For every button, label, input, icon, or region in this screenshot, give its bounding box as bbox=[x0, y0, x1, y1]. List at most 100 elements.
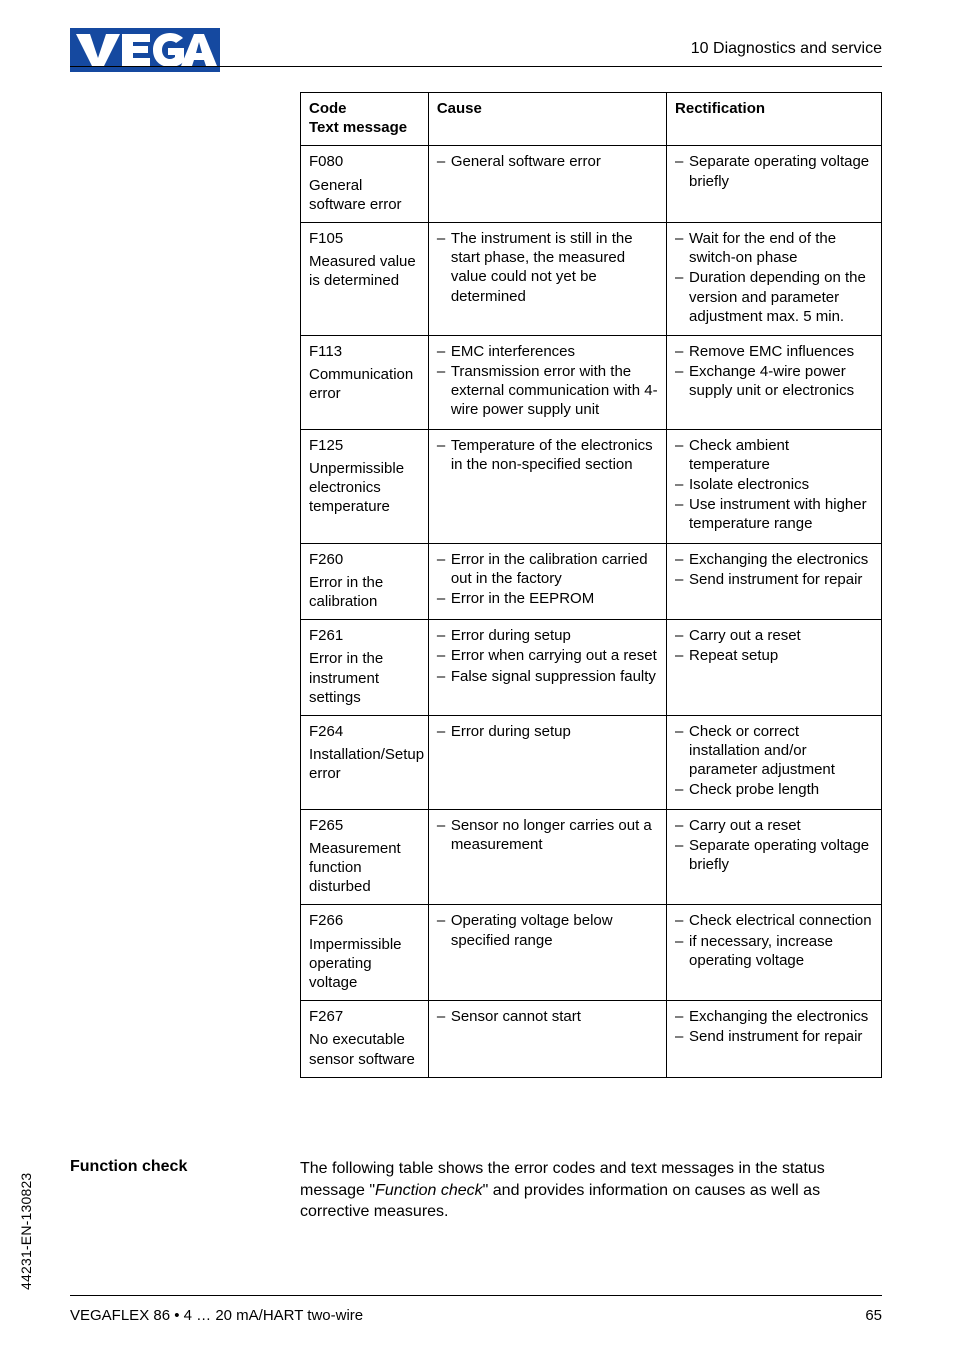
cell-cause: Sensor no longer carries out a measureme… bbox=[428, 809, 666, 905]
diagnostics-table: Code Text message Cause Rectification F0… bbox=[300, 92, 882, 1078]
code-text: Installation/Setup error bbox=[309, 745, 420, 783]
code-text: Error in the instrument settings bbox=[309, 649, 420, 707]
rect-list: Carry out a resetRepeat setup bbox=[675, 626, 873, 665]
list-item: Isolate electronics bbox=[675, 475, 873, 494]
cell-rectification: Separate operating voltage briefly bbox=[667, 146, 882, 223]
table-row: F113Communication errorEMC interferences… bbox=[301, 335, 882, 429]
code-number: F267 bbox=[309, 1007, 420, 1026]
cell-cause: The instrument is still in the start pha… bbox=[428, 222, 666, 335]
cell-rectification: Remove EMC influencesExchange 4-wire pow… bbox=[667, 335, 882, 429]
cause-list: The instrument is still in the start pha… bbox=[437, 229, 658, 306]
list-item: Use instrument with higher temperature r… bbox=[675, 495, 873, 533]
cell-rectification: Exchanging the electronicsSend instrumen… bbox=[667, 1001, 882, 1078]
rect-list: Check or correct installation and/or par… bbox=[675, 722, 873, 800]
list-item: Wait for the end of the switch-on phase bbox=[675, 229, 873, 267]
table-row: F125 Unpermissible electronics temperatur… bbox=[301, 429, 882, 543]
cell-code: F113Communication error bbox=[301, 335, 429, 429]
cell-rectification: Exchanging the electronicsSend instrumen… bbox=[667, 543, 882, 620]
rect-list: Remove EMC influencesExchange 4-wire pow… bbox=[675, 342, 873, 401]
code-text: No executable sensor software bbox=[309, 1030, 420, 1068]
rect-list: Check ambient temperatureIsolate electro… bbox=[675, 436, 873, 534]
table-row: F267 No executable sensor software Sensor … bbox=[301, 1001, 882, 1078]
list-item: Error in the calibration carried out in … bbox=[437, 550, 658, 588]
th-code-sub: Text message bbox=[309, 119, 407, 136]
code-text: Unpermissible electronics temperature bbox=[309, 459, 420, 517]
list-item: False signal suppression faulty bbox=[437, 667, 658, 686]
table-row: F264Installation/Setup error Error during… bbox=[301, 715, 882, 809]
list-item: Send instrument for repair bbox=[675, 1027, 873, 1046]
cell-cause: Error in the calibration carried out in … bbox=[428, 543, 666, 620]
cell-code: F261 Error in the instrument settings bbox=[301, 620, 429, 716]
table-row: F260Error in the calibrationError in the… bbox=[301, 543, 882, 620]
list-item: Check ambient temperature bbox=[675, 436, 873, 474]
list-item: Error in the EEPROM bbox=[437, 589, 658, 608]
cell-code: F264Installation/Setup error bbox=[301, 715, 429, 809]
footer-rule bbox=[70, 1295, 882, 1296]
content-area: Code Text message Cause Rectification F0… bbox=[300, 92, 882, 1078]
cell-rectification: Wait for the end of the switch-on phaseD… bbox=[667, 222, 882, 335]
cell-cause: Temperature of the electronics in the no… bbox=[428, 429, 666, 543]
cell-code: F265Measurement function disturbed bbox=[301, 809, 429, 905]
rect-list: Exchanging the electronicsSend instrumen… bbox=[675, 1007, 873, 1046]
code-number: F260 bbox=[309, 550, 420, 569]
table-row: F080General software errorGeneral softwa… bbox=[301, 146, 882, 223]
list-item: Error when carrying out a reset bbox=[437, 646, 658, 665]
code-text: Communication error bbox=[309, 365, 420, 403]
cell-code: F260Error in the calibration bbox=[301, 543, 429, 620]
th-cause: Cause bbox=[428, 93, 666, 146]
list-item: Separate operating voltage briefly bbox=[675, 152, 873, 190]
cell-cause: Sensor cannot start bbox=[428, 1001, 666, 1078]
cause-list: Sensor cannot start bbox=[437, 1007, 658, 1026]
list-item: Carry out a reset bbox=[675, 816, 873, 835]
list-item: Sensor no longer carries out a measureme… bbox=[437, 816, 658, 854]
th-code-label: Code bbox=[309, 100, 347, 117]
list-item: Carry out a reset bbox=[675, 626, 873, 645]
code-number: F105 bbox=[309, 229, 420, 248]
cell-cause: EMC interferencesTransmission error with… bbox=[428, 335, 666, 429]
rect-list: Carry out a resetSeparate operating volt… bbox=[675, 816, 873, 875]
cell-code: F080General software error bbox=[301, 146, 429, 223]
rect-list: Check electrical connection if necessary,… bbox=[675, 911, 873, 970]
rect-list: Separate operating voltage briefly bbox=[675, 152, 873, 190]
cell-rectification: Check ambient temperatureIsolate electro… bbox=[667, 429, 882, 543]
list-item: Send instrument for repair bbox=[675, 570, 873, 589]
cause-list: Temperature of the electronics in the no… bbox=[437, 436, 658, 474]
list-item: Separate operating voltage briefly bbox=[675, 836, 873, 874]
list-item: Error during setup bbox=[437, 626, 658, 645]
table-row: F261 Error in the instrument settings Erro… bbox=[301, 620, 882, 716]
cause-list: Error during setup bbox=[437, 722, 658, 741]
list-item: Duration depending on the version and pa… bbox=[675, 268, 873, 326]
list-item: Check electrical connection bbox=[675, 911, 873, 930]
cell-rectification: Check electrical connection if necessary,… bbox=[667, 905, 882, 1001]
code-number: F261 bbox=[309, 626, 420, 645]
list-item: Check probe length bbox=[675, 780, 873, 799]
list-item: Error during setup bbox=[437, 722, 658, 741]
table-row: F265Measurement function disturbedSensor… bbox=[301, 809, 882, 905]
list-item: Remove EMC influences bbox=[675, 342, 873, 361]
section-label: Function check bbox=[70, 1158, 187, 1176]
header-section-title: 10 Diagnostics and service bbox=[691, 40, 882, 58]
list-item: if necessary, increase operating voltage bbox=[675, 932, 873, 970]
list-item: Check or correct installation and/or par… bbox=[675, 722, 873, 780]
body-paragraph: The following table shows the error code… bbox=[300, 1158, 882, 1223]
cell-rectification: Carry out a resetSeparate operating volt… bbox=[667, 809, 882, 905]
cause-list: Sensor no longer carries out a measureme… bbox=[437, 816, 658, 854]
code-number: F125 bbox=[309, 436, 420, 455]
brand-logo bbox=[70, 28, 220, 77]
cell-cause: General software error bbox=[428, 146, 666, 223]
rect-list: Exchanging the electronicsSend instrumen… bbox=[675, 550, 873, 589]
list-item: Temperature of the electronics in the no… bbox=[437, 436, 658, 474]
side-doc-id: 44231-EN-130823 bbox=[18, 1173, 34, 1290]
code-text: General software error bbox=[309, 176, 420, 214]
cause-list: Error in the calibration carried out in … bbox=[437, 550, 658, 609]
cell-code: F266Impermissible operating voltage bbox=[301, 905, 429, 1001]
code-number: F266 bbox=[309, 911, 420, 930]
list-item: Exchange 4-wire power supply unit or ele… bbox=[675, 362, 873, 400]
code-number: F265 bbox=[309, 816, 420, 835]
cell-code: F105Measured value is determined bbox=[301, 222, 429, 335]
cell-code: F267 No executable sensor software bbox=[301, 1001, 429, 1078]
cell-code: F125 Unpermissible electronics temperatur… bbox=[301, 429, 429, 543]
table-row: F266Impermissible operating voltageOpera… bbox=[301, 905, 882, 1001]
cell-rectification: Carry out a resetRepeat setup bbox=[667, 620, 882, 716]
cell-cause: Operating voltage below specified range bbox=[428, 905, 666, 1001]
